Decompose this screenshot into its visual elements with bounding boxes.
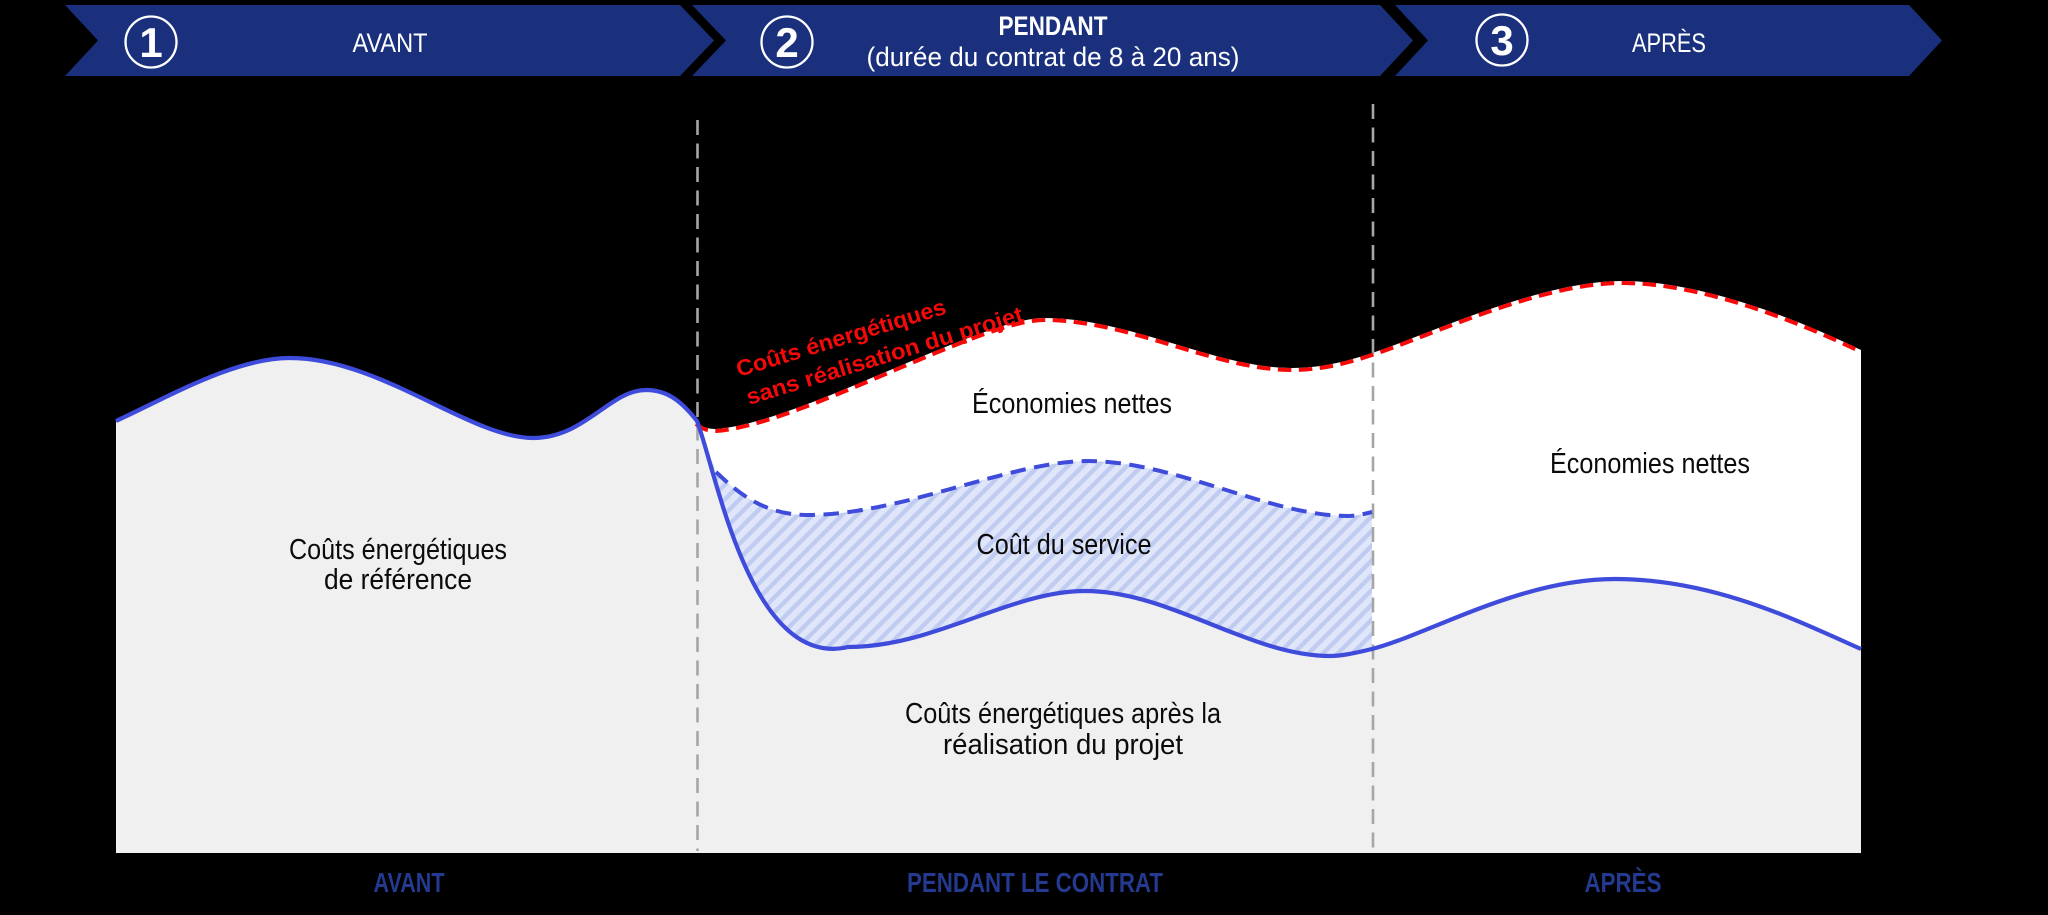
svg-text:PENDANT: PENDANT: [999, 11, 1108, 41]
svg-text:AVANT: AVANT: [353, 28, 428, 58]
svg-text:Économies nettes: Économies nettes: [972, 387, 1172, 420]
svg-text:réalisation du projet: réalisation du projet: [943, 729, 1183, 761]
svg-text:3: 3: [1490, 17, 1513, 64]
svg-text:AVANT: AVANT: [374, 867, 445, 898]
svg-text:PENDANT LE CONTRAT: PENDANT LE CONTRAT: [907, 867, 1163, 898]
svg-text:APRÈS: APRÈS: [1632, 28, 1706, 58]
svg-text:Économies nettes: Économies nettes: [1550, 447, 1750, 480]
svg-text:Coûts énergétiques: Coûts énergétiques: [289, 534, 507, 566]
svg-text:Coûts énergétiques après la: Coûts énergétiques après la: [905, 698, 1222, 730]
svg-text:Coût du service: Coût du service: [977, 529, 1152, 561]
svg-text:de référence: de référence: [324, 564, 472, 596]
svg-text:2: 2: [775, 19, 798, 66]
svg-text:1: 1: [139, 19, 162, 66]
svg-text:APRÈS: APRÈS: [1585, 867, 1662, 898]
svg-text:(durée du contrat de 8 à 20 an: (durée du contrat de 8 à 20 ans): [867, 42, 1240, 72]
